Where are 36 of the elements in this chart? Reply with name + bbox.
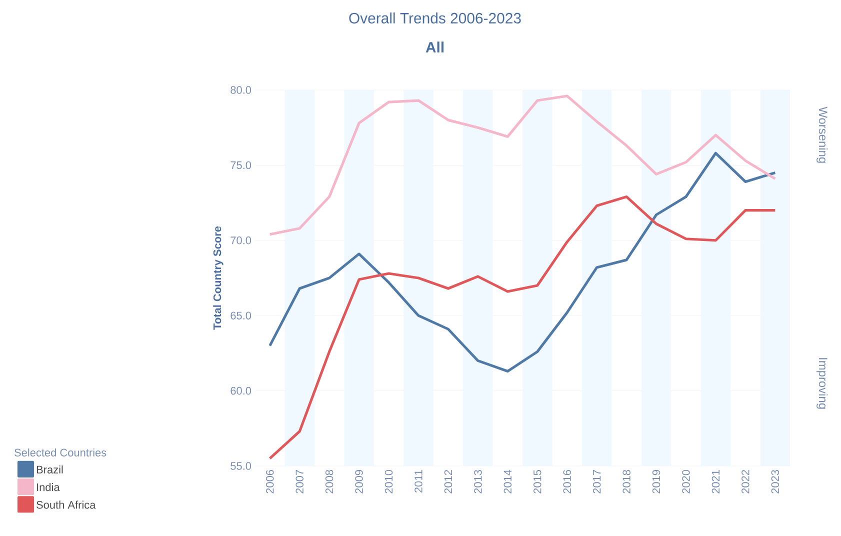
y-tick-label: 70.0 [230, 236, 252, 244]
legend-title: Selected Countries [14, 448, 106, 456]
y-axis-title: Total Country Score [213, 226, 224, 330]
x-tick-label: 2007 [296, 470, 304, 494]
x-tick-label: 2017 [592, 470, 601, 494]
x-tick-label: 2018 [622, 470, 630, 494]
legend-label: Brazil [36, 465, 63, 474]
line-series [268, 152, 776, 373]
x-tick-label: 2012 [444, 470, 452, 494]
y-tick-label: 75.0 [230, 161, 252, 170]
x-tick-label: 2022 [742, 470, 750, 494]
x-tick-label: 2020 [682, 470, 690, 494]
line-series [268, 94, 776, 236]
x-tick-label: 2010 [384, 470, 393, 494]
y-tick-label: 60.0 [230, 386, 252, 395]
y-tick-label: 65.0 [230, 312, 252, 320]
x-tick-label: 2009 [355, 470, 363, 494]
text: Worsening [816, 106, 828, 163]
x-tick-label: 2014 [504, 470, 512, 494]
x-tick-label: 2021 [712, 470, 720, 494]
line-series [268, 195, 776, 460]
x-tick-label: 2011 [414, 470, 422, 493]
y-tick-label: 55.0 [230, 462, 252, 470]
x-tick-label: 2016 [563, 470, 571, 494]
chart-subtitle: All [426, 42, 444, 52]
x-tick-label: 2006 [266, 470, 274, 494]
text: Improving [816, 358, 828, 409]
legend-label: South Africa [36, 500, 96, 509]
x-tick-label: 2019 [652, 470, 660, 494]
x-tick-label: 2023 [771, 470, 780, 494]
x-tick-label: 2008 [325, 470, 334, 494]
chart-title: Overall Trends 2006-2023 [349, 12, 521, 24]
legend-label: India [37, 483, 60, 492]
y-tick-label: 80.0 [230, 86, 252, 94]
x-tick-label: 2015 [534, 470, 542, 494]
x-tick-label: 2013 [474, 470, 482, 494]
